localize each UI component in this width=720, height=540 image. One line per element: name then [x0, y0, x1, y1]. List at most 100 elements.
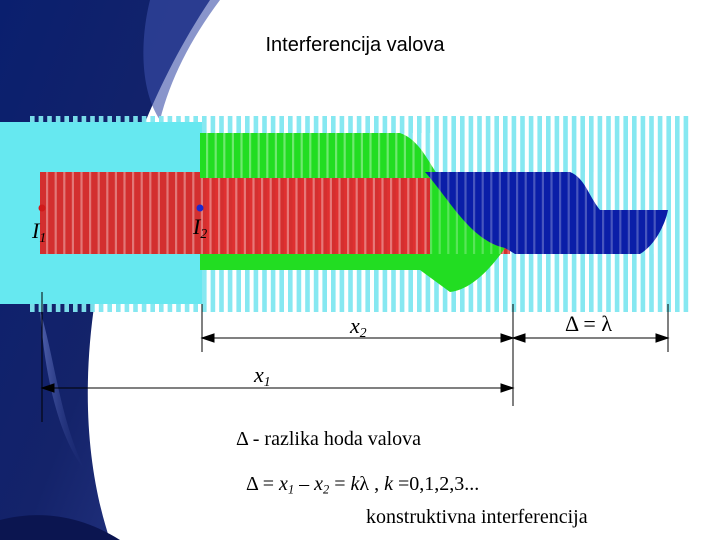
stripe: [261, 172, 264, 254]
stripe: [192, 172, 195, 254]
x1-label: x1: [254, 362, 271, 390]
stripe: [166, 172, 169, 254]
stripe: [386, 133, 389, 178]
stripe: [653, 172, 656, 254]
measurement-lines: [40, 292, 670, 422]
source-2-label: I2: [193, 214, 207, 242]
stripe: [395, 133, 398, 178]
stripe: [593, 172, 596, 254]
stripe: [266, 133, 269, 178]
stripe: [140, 172, 143, 254]
stripe: [200, 172, 203, 254]
stripe: [429, 133, 432, 178]
stripe: [343, 133, 346, 178]
stripe: [675, 116, 680, 312]
stripe: [226, 172, 229, 254]
source-1-symbol: I: [32, 218, 40, 243]
stripe: [360, 133, 363, 178]
stripe: [576, 172, 579, 254]
stripe: [464, 172, 467, 254]
stripe: [636, 172, 639, 254]
stripe: [123, 172, 126, 254]
stripe: [412, 133, 415, 178]
stripe: [223, 133, 226, 178]
lambda-arrow: [511, 333, 670, 343]
x2-symbol: x: [350, 313, 360, 338]
stripe: [157, 172, 160, 254]
stripe: [559, 172, 562, 254]
stripe: [516, 172, 519, 254]
stripe: [312, 172, 315, 254]
stripe: [430, 172, 433, 254]
stripe: [398, 172, 401, 254]
stripe: [209, 172, 212, 254]
stripe: [63, 172, 66, 254]
stripe: [175, 172, 178, 254]
x2-arrow: [200, 333, 515, 343]
source-1-index: 1: [39, 230, 47, 246]
stripe: [300, 133, 303, 178]
formula-minus: –: [294, 473, 315, 495]
wave-2-green: [200, 133, 505, 292]
stripe: [424, 172, 427, 254]
stripe: [80, 172, 83, 254]
formula-delta: Δ: [246, 473, 258, 495]
stripe: [54, 172, 57, 254]
stripe: [317, 133, 320, 178]
definition-text: Δ - razlika hoda valova: [236, 428, 422, 450]
formula-x1-index: 1: [287, 482, 295, 497]
stripe: [438, 172, 441, 254]
stripe: [415, 172, 418, 254]
stripe: [541, 172, 544, 254]
formula-k2: k: [384, 473, 393, 495]
stripe: [218, 172, 221, 254]
stripe: [304, 172, 307, 254]
stripe: [97, 172, 100, 254]
wave-sum-blue: [425, 172, 668, 254]
conclusion-text: konstruktivna interferencija: [366, 506, 588, 528]
stripe: [183, 172, 186, 254]
stripe: [407, 172, 410, 254]
stripe: [372, 172, 375, 254]
formula-x1: x: [279, 473, 288, 495]
stripe: [326, 133, 329, 178]
stripe: [46, 172, 49, 254]
stripe: [338, 172, 341, 254]
x1-symbol: x: [254, 362, 264, 387]
formula-k: k: [350, 473, 360, 495]
stripe: [278, 172, 281, 254]
stripe: [381, 172, 384, 254]
stripe: [235, 172, 238, 254]
source-1-label: I1: [32, 218, 46, 246]
stripe: [132, 172, 135, 254]
stripe: [533, 172, 536, 254]
stripe: [627, 172, 630, 254]
source-2-dot: [196, 204, 204, 212]
stripe: [206, 133, 209, 178]
stripe: [240, 133, 243, 178]
stripe: [286, 172, 289, 254]
formula-values: =0,1,2,3...: [393, 473, 480, 495]
stripe: [231, 133, 234, 178]
stripe: [252, 172, 255, 254]
stripe: [645, 172, 648, 254]
stripe: [403, 133, 406, 178]
stripe: [295, 172, 298, 254]
stripe: [335, 133, 338, 178]
stripe: [390, 172, 393, 254]
stripe: [352, 133, 355, 178]
formula-sep: ,: [369, 473, 385, 495]
stripe: [602, 172, 605, 254]
stripe: [149, 172, 152, 254]
stripe: [378, 133, 381, 178]
stripe: [498, 172, 501, 254]
stripe: [666, 116, 671, 312]
stripe: [567, 172, 570, 254]
stripe: [369, 133, 372, 178]
stripe: [524, 172, 527, 254]
formula-eq2: =: [329, 473, 351, 495]
delta-lambda-label: Δ = λ: [565, 311, 613, 336]
stripe: [447, 172, 450, 254]
stripe: [584, 172, 587, 254]
stripe: [329, 172, 332, 254]
